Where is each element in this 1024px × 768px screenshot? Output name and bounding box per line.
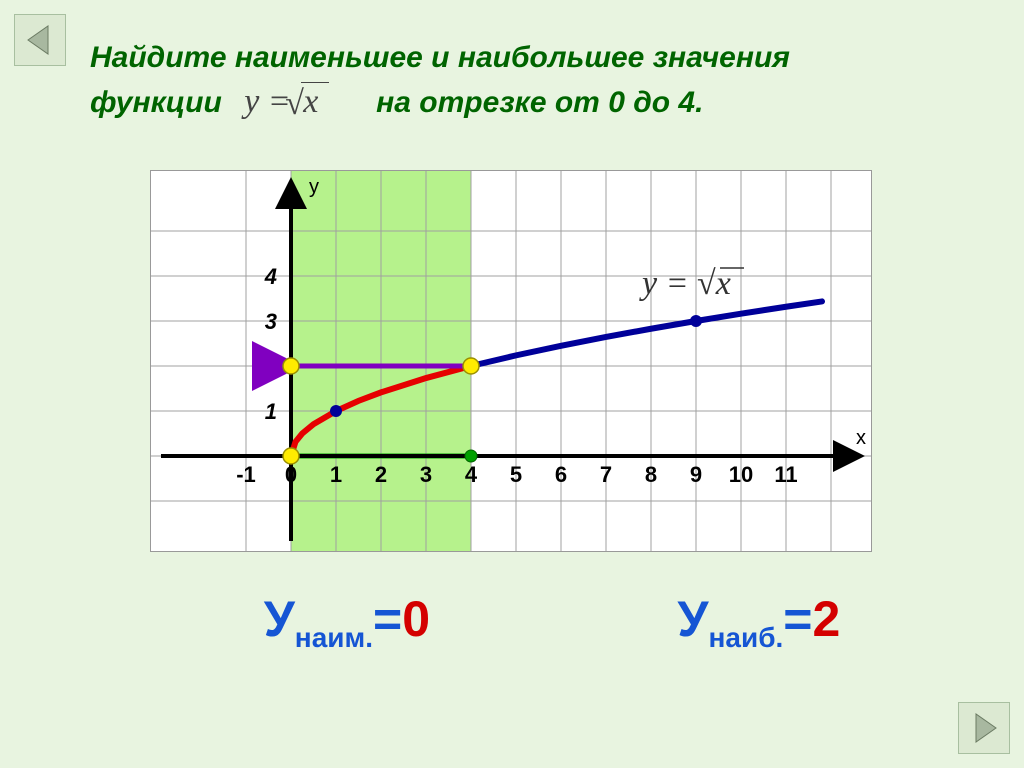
chart-svg: -1012345678910111234yxy = √x <box>151 171 871 551</box>
nav-prev-button[interactable] <box>14 14 66 66</box>
formula-y: y <box>244 83 259 120</box>
svg-text:4: 4 <box>264 264 277 289</box>
formula-x: x <box>303 83 318 120</box>
min-y-label: У <box>264 591 295 647</box>
svg-text:8: 8 <box>645 462 657 487</box>
formula-sqrt: x √ <box>299 83 329 120</box>
nav-next-button[interactable] <box>958 702 1010 754</box>
svg-text:5: 5 <box>510 462 522 487</box>
svg-text:y = √x: y = √x <box>639 265 731 302</box>
arrow-left-icon <box>20 20 60 60</box>
title-formula: y = x √ <box>230 83 343 120</box>
result-min: Унаим.=0 <box>264 590 430 654</box>
results-row: Унаим.=0 Унаиб.=2 <box>140 590 964 654</box>
slide: Найдите наименьшее и наибольшее значения… <box>0 0 1024 768</box>
svg-text:10: 10 <box>729 462 753 487</box>
svg-text:3: 3 <box>265 309 277 334</box>
svg-text:y: y <box>309 176 319 198</box>
max-y-label: У <box>677 591 708 647</box>
svg-text:2: 2 <box>375 462 387 487</box>
svg-text:0: 0 <box>285 462 297 487</box>
min-value: 0 <box>402 591 430 647</box>
result-max: Унаиб.=2 <box>677 590 840 654</box>
slide-title: Найдите наименьшее и наибольшее значения… <box>90 38 964 124</box>
max-value: 2 <box>812 591 840 647</box>
svg-text:7: 7 <box>600 462 612 487</box>
svg-text:1: 1 <box>330 462 342 487</box>
svg-text:3: 3 <box>420 462 432 487</box>
max-sub: наиб. <box>709 622 784 653</box>
title-line2a: функции <box>90 86 222 119</box>
title-line2b: на отрезке от 0 до 4. <box>376 86 703 119</box>
arrow-right-icon <box>964 708 1004 748</box>
min-sub: наим. <box>295 622 373 653</box>
svg-text:-1: -1 <box>236 462 256 487</box>
chart: -1012345678910111234yxy = √x <box>150 170 872 552</box>
svg-text:9: 9 <box>690 462 702 487</box>
svg-text:1: 1 <box>265 399 277 424</box>
svg-text:2: 2 <box>264 354 278 379</box>
svg-text:x: x <box>856 427 866 449</box>
title-line1: Найдите наименьшее и наибольшее значения <box>90 41 790 74</box>
svg-text:4: 4 <box>465 462 478 487</box>
svg-text:11: 11 <box>774 462 797 487</box>
svg-text:6: 6 <box>555 462 567 487</box>
